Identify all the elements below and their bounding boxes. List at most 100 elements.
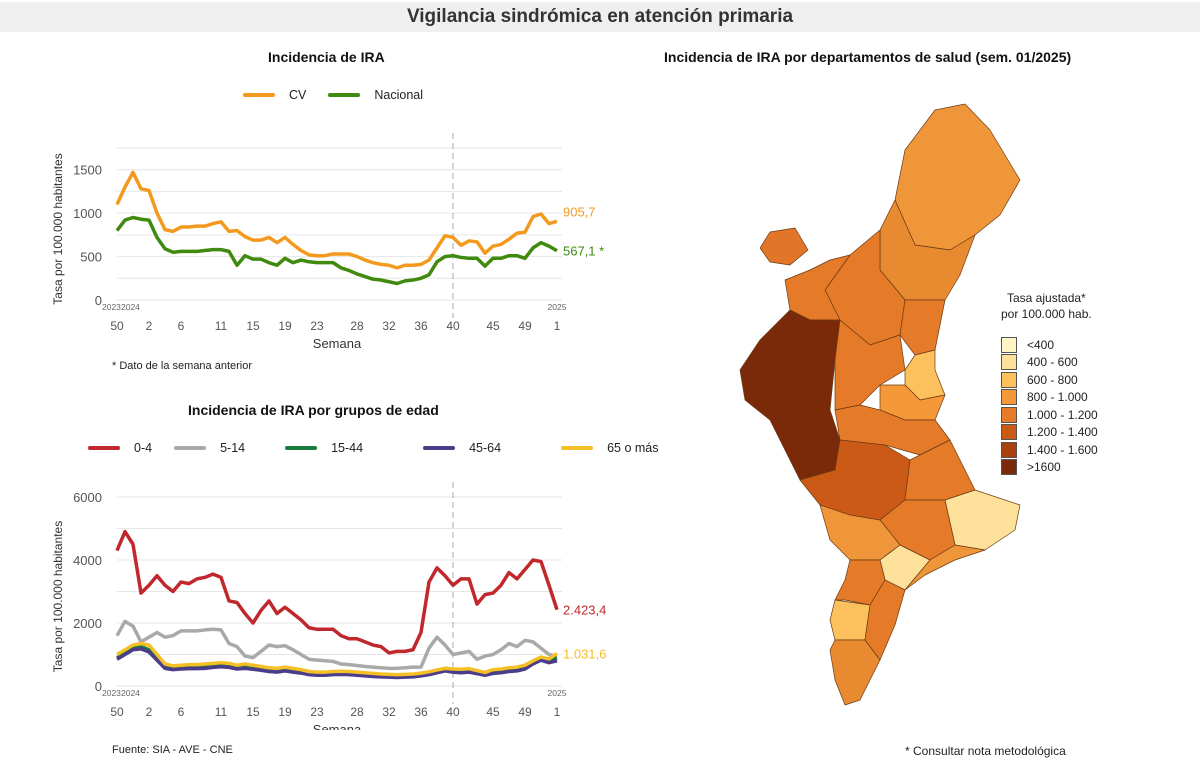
- legend-class: 600 - 800: [995, 371, 1098, 389]
- y-tick-label: 0: [95, 293, 102, 308]
- department-region[interactable]: [894, 103, 1021, 251]
- color-swatch: [1001, 424, 1017, 441]
- x-tick-label: 49: [518, 705, 532, 719]
- class-label: <400: [1027, 337, 1055, 352]
- year-label: 2023: [102, 688, 121, 698]
- color-swatch: [1001, 354, 1017, 371]
- x-tick-label: 50: [110, 705, 124, 719]
- y-tick-label: 1500: [73, 163, 102, 178]
- y-tick-label: 0: [95, 679, 102, 694]
- class-label: 600 - 800: [1027, 372, 1078, 387]
- legend-class: 800 - 1.000: [995, 389, 1098, 407]
- series-line-Nacional: [115, 215, 558, 286]
- legend-label: CV: [289, 88, 307, 102]
- legend-class: 400 - 600: [995, 354, 1098, 372]
- x-tick-label: 32: [382, 705, 396, 719]
- swatch: [423, 446, 456, 450]
- legend-title: Tasa ajustada*: [1007, 291, 1086, 305]
- legend-item-5-14: 5-14: [174, 441, 245, 455]
- color-swatch: [1001, 406, 1017, 423]
- nacional-swatch: [328, 93, 361, 97]
- swatch: [88, 446, 120, 450]
- department-region[interactable]: [829, 599, 871, 641]
- y-tick-label: 500: [80, 250, 102, 265]
- cv-swatch: [243, 93, 275, 97]
- x-tick-label: 2: [146, 705, 153, 719]
- year-label: 2025: [548, 688, 567, 698]
- color-swatch: [1001, 371, 1017, 388]
- end-value-label: 905,7: [563, 204, 596, 219]
- legend-class: 1.400 - 1.600: [995, 441, 1098, 459]
- legend-item-cv: CV: [243, 88, 306, 102]
- legend-label: 0-4: [134, 441, 153, 455]
- legend-label: 15-44: [331, 441, 364, 455]
- department-region[interactable]: [739, 309, 841, 481]
- x-tick-label: 49: [518, 319, 532, 333]
- class-label: 400 - 600: [1027, 355, 1078, 370]
- department-region[interactable]: [834, 559, 886, 606]
- x-tick-label: 6: [178, 319, 185, 333]
- legend-age: 0-4 5-14 15-44 45-64 65 o más: [88, 441, 681, 455]
- legend-item-45-64: 45-64: [423, 441, 501, 455]
- x-tick-label: 1: [554, 705, 561, 719]
- legend-label: Nacional: [374, 88, 424, 102]
- year-label: 2023: [102, 302, 121, 312]
- x-tick-label: 15: [246, 705, 260, 719]
- dashboard-header: Vigilancia sindrómica en atención primar…: [0, 2, 1200, 32]
- map-legend: Tasa ajustada* por 100.000 hab. <400 400 -…: [995, 290, 1098, 476]
- x-tick-label: 19: [278, 319, 292, 333]
- y-axis-label: Tasa por 100.000 habitantes: [51, 521, 65, 672]
- color-swatch: [1001, 459, 1017, 476]
- department-region[interactable]: [829, 639, 881, 706]
- department-region[interactable]: [899, 299, 946, 356]
- y-tick-label: 1000: [73, 206, 102, 221]
- swatch: [285, 446, 318, 450]
- year-label: 2024: [121, 302, 140, 312]
- legend-item-65-plus: 65 o más: [561, 441, 659, 455]
- class-label: 1.000 - 1.200: [1027, 407, 1098, 422]
- ira-line-chart: 0 500 1000 1500 50 2 6 11 15 19 23 28 32 36 40 45 49 1 202…: [51, 130, 604, 351]
- legend-class: >1600: [995, 459, 1098, 477]
- footnote-previous-week: * Dato de la semana anterior: [112, 360, 253, 372]
- end-value-label: 2.423,4: [563, 603, 606, 618]
- x-tick-label: 23: [310, 319, 324, 333]
- series-line-65-o-más: [116, 641, 558, 677]
- color-swatch: [1001, 389, 1017, 406]
- source-note: Fuente: SIA - AVE - CNE: [112, 744, 233, 756]
- x-tick-label: 36: [414, 319, 428, 333]
- x-tick-label: 45: [486, 319, 500, 333]
- x-tick-label: 40: [446, 319, 460, 333]
- legend-subtitle: por 100.000 hab.: [1000, 307, 1092, 321]
- class-label: >1600: [1027, 460, 1061, 475]
- department-region[interactable]: [759, 227, 809, 266]
- color-swatch: [1001, 336, 1017, 353]
- legend-item-nacional: Nacional: [328, 88, 423, 102]
- department-region[interactable]: [944, 489, 1021, 551]
- x-tick-label: 28: [350, 319, 364, 333]
- chart-title-age: Incidencia de IRA por grupos de edad: [188, 402, 439, 418]
- color-swatch: [1001, 441, 1017, 458]
- legend-label: 65 o más: [607, 441, 659, 455]
- x-tick-label: 15: [246, 319, 260, 333]
- x-tick-label: 50: [110, 319, 124, 333]
- x-tick-label: 28: [350, 705, 364, 719]
- x-tick-label: 40: [446, 705, 460, 719]
- x-tick-label: 11: [215, 319, 228, 333]
- y-tick-label: 4000: [73, 553, 102, 568]
- swatch: [174, 446, 207, 450]
- swatch: [561, 446, 594, 450]
- method-note: * Consultar nota metodológica: [905, 744, 1066, 758]
- legend-class: 1.200 - 1.400: [995, 424, 1098, 442]
- legend-class: <400: [995, 336, 1098, 354]
- x-tick-label: 6: [178, 705, 185, 719]
- x-tick-label: 1: [554, 319, 561, 333]
- class-label: 1.200 - 1.400: [1027, 425, 1098, 440]
- legend-label: 45-64: [469, 441, 502, 455]
- end-value-label: 1.031,6: [563, 647, 606, 662]
- class-label: 1.400 - 1.600: [1027, 442, 1098, 457]
- legend-item-0-4: 0-4: [88, 441, 152, 455]
- x-axis-label: Semana: [313, 722, 362, 730]
- legend-label: 5-14: [220, 441, 246, 455]
- class-label: 800 - 1.000: [1027, 390, 1088, 405]
